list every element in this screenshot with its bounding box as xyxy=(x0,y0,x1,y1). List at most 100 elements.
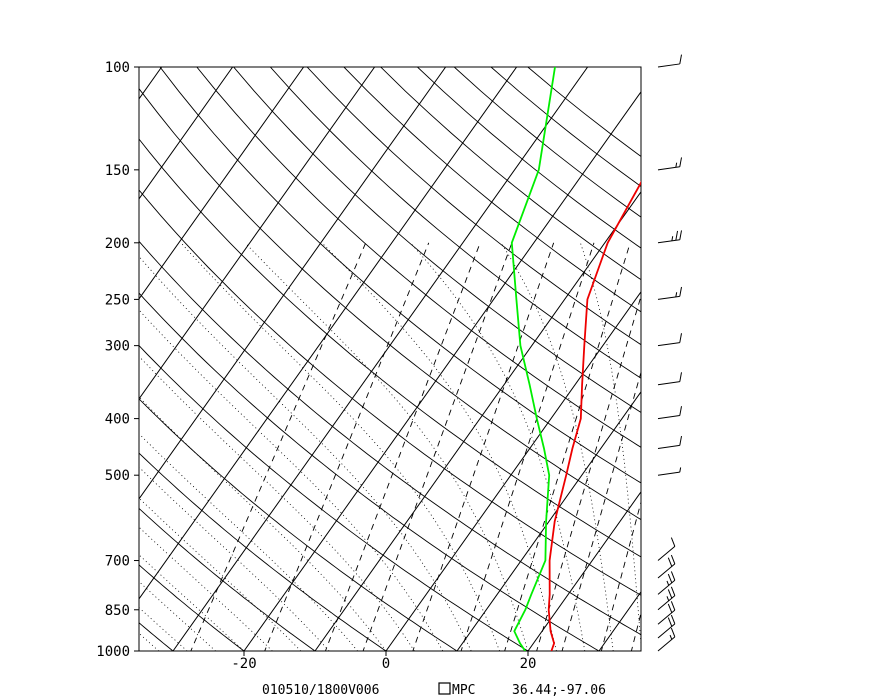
wind-barb-flag xyxy=(670,614,676,625)
moist-adiabat-line xyxy=(697,243,698,651)
wind-barb-staff xyxy=(657,563,676,579)
dry-adiabat-line xyxy=(139,138,641,558)
mixing-ratio-line xyxy=(264,242,430,651)
pressure-tick-label: 700 xyxy=(105,554,130,570)
mixing-ratio-line xyxy=(561,370,641,651)
wind-barb xyxy=(657,54,682,68)
wind-barb-flag xyxy=(679,406,682,416)
mixing-ratio-line xyxy=(324,242,481,651)
wind-barb xyxy=(657,406,682,420)
wind-barb xyxy=(657,571,676,595)
dry-adiabat-line xyxy=(139,452,387,651)
isotherm-line xyxy=(385,290,641,651)
wind-barb-staff xyxy=(657,636,676,652)
wind-barb xyxy=(657,614,676,639)
pressure-tick-label: 250 xyxy=(105,292,130,308)
wind-barb xyxy=(657,586,676,611)
source-marker-icon xyxy=(438,682,451,695)
plot-frame xyxy=(138,66,642,652)
wind-barb-half-flag xyxy=(666,596,670,601)
isotherm-line xyxy=(598,590,641,651)
pressure-tick-label: 1000 xyxy=(96,644,130,660)
isotherm-line xyxy=(139,67,305,300)
moist-adiabats xyxy=(139,242,698,651)
wind-barb xyxy=(657,601,676,625)
mixing-ratio-line xyxy=(536,294,641,651)
wind-barb-flag xyxy=(670,627,676,638)
wind-barb-flag xyxy=(679,435,682,446)
temperature-profile-line xyxy=(547,180,641,651)
pressure-tick-label: 150 xyxy=(105,163,130,179)
mixing-ratio-lines xyxy=(190,242,641,651)
isotherm-line xyxy=(139,67,163,100)
moist-adiabat-line xyxy=(139,497,302,651)
pressure-tick-label: 400 xyxy=(105,412,130,428)
wind-barb-flag xyxy=(667,589,673,599)
pressure-tick-label: 300 xyxy=(105,339,130,355)
dry-adiabat-line xyxy=(233,67,641,413)
wind-barb xyxy=(657,435,682,449)
wind-barb-staff xyxy=(657,295,680,300)
wind-barb-half-flag xyxy=(675,162,678,168)
wind-barb-half-flag xyxy=(671,236,674,241)
wind-barb xyxy=(657,372,682,386)
pressure-tick-label: 200 xyxy=(105,236,130,252)
wind-barb xyxy=(657,627,676,652)
dry-adiabat-line xyxy=(453,67,641,218)
isotherm-line xyxy=(139,67,376,400)
isotherm-line xyxy=(314,190,641,651)
dry-adiabat-line xyxy=(139,622,174,651)
wind-barb-flag xyxy=(679,333,682,343)
dry-adiabat-line xyxy=(139,344,529,651)
isotherm-line xyxy=(243,90,641,651)
wind-barb-flag xyxy=(679,230,682,240)
dry-adiabat-line xyxy=(139,292,600,651)
wind-barb-flag xyxy=(670,537,676,547)
wind-barb-flag xyxy=(679,286,682,297)
wind-barb-half-flag xyxy=(666,580,670,586)
wind-barb xyxy=(657,286,682,300)
dry-adiabat-line xyxy=(159,67,641,484)
wind-barb xyxy=(657,554,676,579)
dry-adiabat-line xyxy=(490,67,641,188)
moist-adiabat-line xyxy=(139,466,330,651)
isotherm-line xyxy=(139,67,447,500)
temperature-axis: -20 0 20 xyxy=(231,651,536,672)
pressure-tick-label: 500 xyxy=(105,468,130,484)
wind-barb-flag xyxy=(667,557,673,567)
wind-barb-staff xyxy=(657,579,676,595)
moist-adiabat-line xyxy=(139,255,472,651)
wind-barb-staff xyxy=(657,415,680,420)
isotherm-line xyxy=(139,67,234,200)
sounding-profiles xyxy=(510,67,641,651)
wind-barb xyxy=(657,467,682,476)
mixing-ratio-line xyxy=(504,242,631,651)
wind-barb-staff xyxy=(657,444,680,449)
dry-adiabat-line xyxy=(139,564,245,651)
isotherm-line xyxy=(0,67,91,651)
wind-barb-staff xyxy=(657,546,676,561)
moist-adiabat-line xyxy=(139,607,188,651)
wind-barbs xyxy=(657,54,682,652)
wind-barb-flag xyxy=(667,573,673,584)
mixing-ratio-line xyxy=(362,242,513,651)
wind-barb xyxy=(657,333,682,347)
wind-barb-flag xyxy=(667,617,673,627)
isotherm-line xyxy=(527,490,641,651)
background-reference-lines xyxy=(0,67,698,651)
dry-adiabat-line xyxy=(139,87,641,521)
wind-barb-flag xyxy=(679,157,682,167)
pressure-tick-label: 850 xyxy=(105,603,130,619)
wind-barb-staff xyxy=(657,381,680,386)
moist-adiabat-line xyxy=(139,355,415,651)
wind-barb-staff xyxy=(657,166,680,171)
wind-barb-staff xyxy=(657,471,680,476)
dry-adiabat-line xyxy=(196,67,641,448)
temperature-tick-label: 20 xyxy=(520,656,537,672)
moist-adiabat-line xyxy=(410,242,586,651)
moist-adiabat-line xyxy=(139,632,160,651)
wind-barb-flag xyxy=(679,372,682,382)
pressure-axis: 100 150 200 250 300 400 500 700 850 1000 xyxy=(96,60,139,660)
isotherm-line xyxy=(172,67,589,651)
